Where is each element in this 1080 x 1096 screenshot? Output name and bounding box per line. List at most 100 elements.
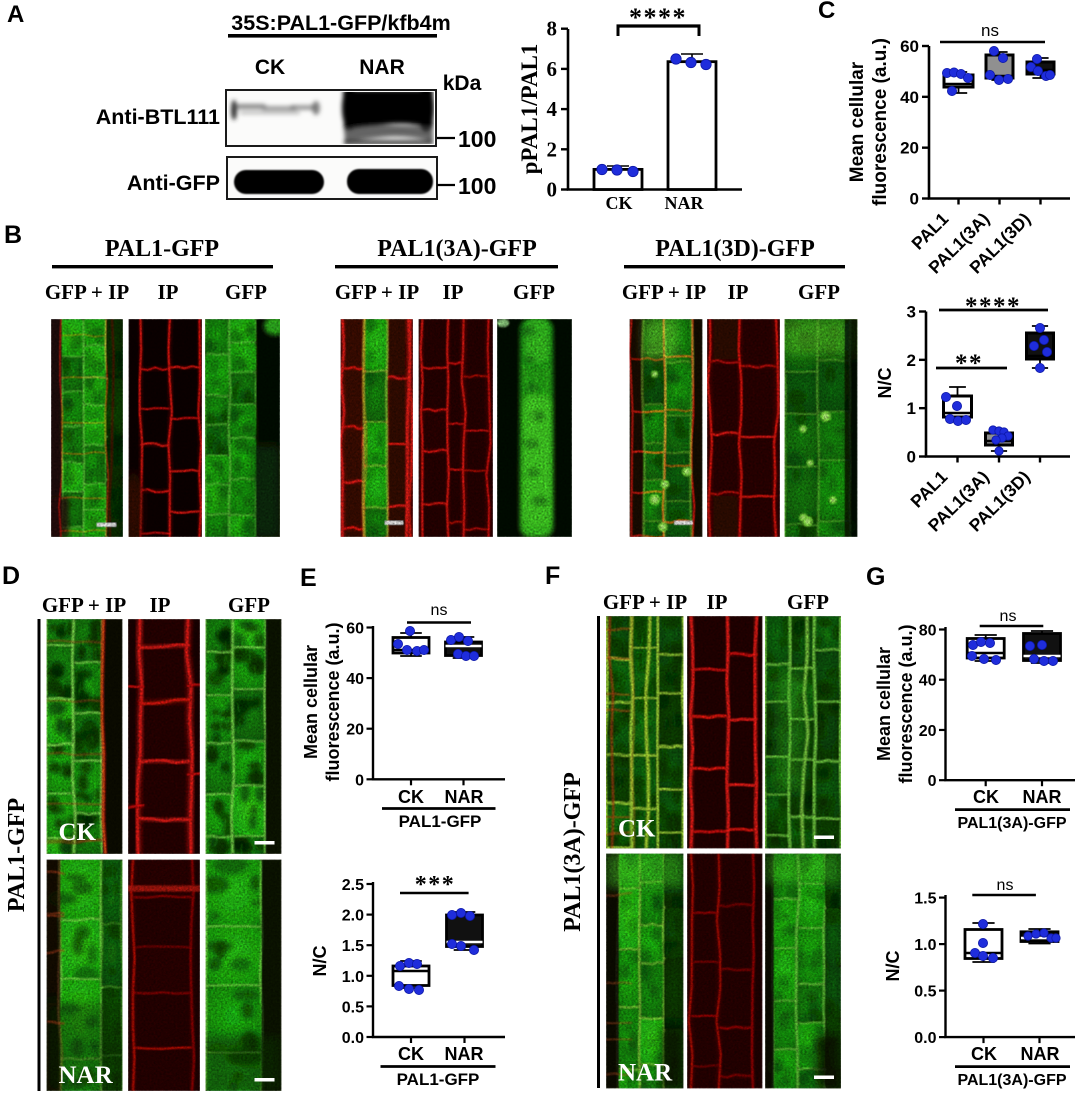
svg-text:ns: ns (997, 877, 1014, 894)
svg-text:GFP + IP: GFP + IP (335, 280, 419, 304)
svg-text:1.0: 1.0 (914, 937, 936, 954)
svg-text:Anti-GFP: Anti-GFP (127, 171, 220, 195)
svg-text:NAR: NAR (59, 1062, 114, 1089)
svg-text:E: E (300, 564, 317, 592)
svg-text:PAL1(3A)-GFP: PAL1(3A)-GFP (957, 815, 1066, 832)
svg-text:fluorescence (a.u.): fluorescence (a.u.) (870, 38, 891, 206)
svg-text:1: 1 (907, 399, 916, 418)
svg-text:CK: CK (255, 56, 285, 79)
svg-text:GFP: GFP (787, 590, 829, 614)
svg-text:N/C: N/C (883, 951, 903, 982)
svg-text:Mean cellular: Mean cellular (301, 645, 321, 759)
svg-text:GFP: GFP (228, 593, 270, 617)
svg-text:3: 3 (907, 303, 916, 322)
svg-text:NAR: NAR (618, 1060, 673, 1087)
svg-text:PAL1(3D)-GFP: PAL1(3D)-GFP (655, 236, 815, 262)
svg-text:ns: ns (1000, 608, 1017, 625)
svg-text:0.0: 0.0 (342, 1030, 364, 1047)
svg-text:0: 0 (910, 190, 919, 209)
svg-text:IP: IP (443, 280, 464, 304)
svg-text:PAL1-GFP: PAL1-GFP (105, 236, 219, 262)
svg-text:**: ** (955, 350, 983, 377)
svg-text:IP: IP (158, 280, 179, 304)
svg-text:GFP: GFP (798, 280, 840, 304)
svg-text:0: 0 (907, 448, 916, 467)
svg-text:kDa: kDa (443, 72, 482, 95)
svg-text:2: 2 (547, 137, 558, 161)
svg-text:ns: ns (981, 21, 999, 40)
svg-text:pPAL1/PAL1: pPAL1/PAL1 (517, 44, 542, 175)
svg-text:CK: CK (59, 819, 97, 846)
svg-text:NAR: NAR (1021, 1044, 1060, 1064)
svg-text:20: 20 (919, 723, 937, 740)
svg-text:CK: CK (973, 787, 999, 807)
svg-text:2.0: 2.0 (342, 908, 364, 925)
svg-text:0: 0 (547, 178, 558, 202)
svg-text:NAR: NAR (445, 787, 484, 807)
svg-text:Anti-BTL111: Anti-BTL111 (96, 105, 220, 129)
svg-text:20: 20 (346, 722, 364, 739)
svg-text:GFP + IP: GFP + IP (603, 590, 687, 614)
svg-text:80: 80 (919, 623, 937, 640)
svg-text:CK: CK (618, 816, 656, 843)
svg-text:GFP: GFP (225, 280, 267, 304)
svg-text:60: 60 (900, 37, 919, 56)
svg-text:NAR: NAR (359, 56, 405, 79)
svg-text:G: G (866, 563, 885, 591)
svg-text:N/C: N/C (310, 946, 330, 977)
svg-text:D: D (2, 562, 20, 590)
svg-text:2.5: 2.5 (342, 877, 364, 894)
svg-text:B: B (4, 221, 22, 249)
svg-text:6: 6 (547, 57, 558, 81)
svg-text:1.0: 1.0 (342, 969, 364, 986)
svg-text:60: 60 (346, 621, 364, 638)
svg-text:PAL1(3A)-GFP: PAL1(3A)-GFP (957, 1072, 1066, 1089)
svg-text:fluorescence (a.u.): fluorescence (a.u.) (896, 624, 916, 783)
svg-text:100: 100 (458, 126, 496, 152)
svg-text:NAR: NAR (445, 1044, 484, 1064)
svg-text:PAL1(3A)-GFP: PAL1(3A)-GFP (560, 772, 586, 932)
svg-text:****: **** (965, 293, 1021, 320)
svg-text:IP: IP (150, 593, 171, 617)
svg-text:F: F (545, 562, 560, 590)
svg-text:GFP + IP: GFP + IP (45, 280, 129, 304)
svg-text:CK: CK (606, 193, 633, 213)
svg-text:CK: CK (398, 787, 424, 807)
svg-text:1.5: 1.5 (342, 938, 364, 955)
svg-text:C: C (818, 0, 835, 24)
svg-text:0: 0 (355, 772, 364, 789)
svg-text:N/C: N/C (875, 368, 895, 399)
svg-text:CK: CK (398, 1044, 424, 1064)
svg-text:IP: IP (728, 280, 749, 304)
svg-text:0.5: 0.5 (914, 984, 936, 1001)
svg-text:40: 40 (900, 88, 919, 107)
svg-text:CK: CK (971, 1044, 997, 1064)
svg-text:ns: ns (431, 602, 448, 619)
svg-text:A: A (7, 1, 24, 28)
svg-text:8: 8 (547, 17, 558, 41)
svg-text:PAL1-GFP: PAL1-GFP (4, 798, 30, 912)
svg-text:100: 100 (458, 173, 496, 199)
svg-text:GFP + IP: GFP + IP (622, 280, 706, 304)
svg-text:PAL1(3A)-GFP: PAL1(3A)-GFP (377, 236, 537, 262)
svg-text:IP: IP (707, 590, 728, 614)
svg-text:fluorescence (a.u.): fluorescence (a.u.) (323, 622, 343, 781)
svg-text:Mean cellular: Mean cellular (847, 61, 868, 182)
svg-text:PAL1-GFP: PAL1-GFP (399, 812, 482, 831)
svg-text:40: 40 (346, 671, 364, 688)
svg-text:2: 2 (907, 351, 916, 370)
svg-text:20: 20 (900, 139, 919, 158)
svg-text:GFP + IP: GFP + IP (42, 593, 126, 617)
svg-text:0.5: 0.5 (342, 999, 364, 1016)
svg-text:NAR: NAR (665, 193, 705, 213)
svg-text:Mean cellular: Mean cellular (874, 647, 894, 761)
svg-text:PAL1-GFP: PAL1-GFP (397, 1070, 480, 1089)
svg-text:4: 4 (547, 97, 558, 121)
svg-text:****: **** (629, 3, 687, 32)
svg-text:0.0: 0.0 (914, 1030, 936, 1047)
svg-text:35S:PAL1-GFP/kfb4m: 35S:PAL1-GFP/kfb4m (231, 11, 450, 35)
svg-text:1.5: 1.5 (914, 891, 936, 908)
svg-text:0: 0 (928, 773, 937, 790)
svg-text:GFP: GFP (513, 280, 555, 304)
svg-text:NAR: NAR (1023, 787, 1062, 807)
